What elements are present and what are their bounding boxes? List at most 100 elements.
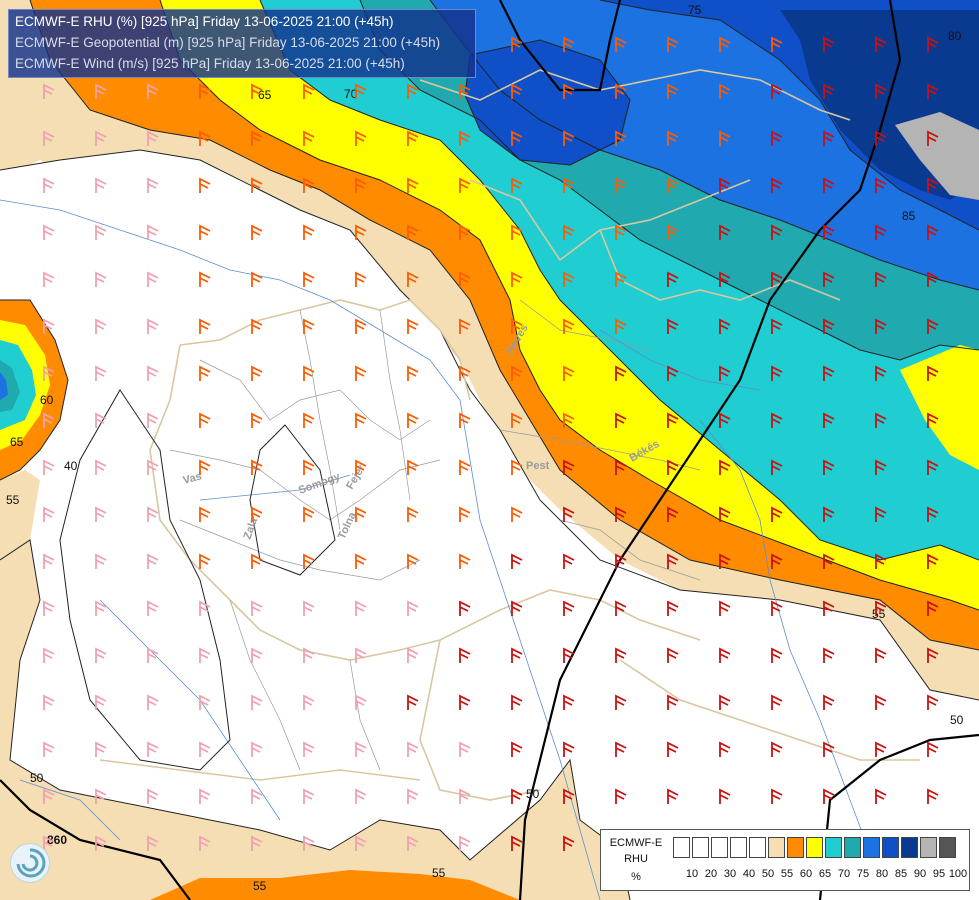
wind-barb <box>407 412 419 428</box>
wind-barb <box>927 788 939 804</box>
contour-label: 50 <box>950 713 964 727</box>
wind-barb <box>719 130 731 146</box>
wind-barb <box>875 365 887 381</box>
legend-tick: 65 <box>818 868 832 880</box>
wind-barb <box>771 600 783 616</box>
wind-barb <box>667 36 679 52</box>
color-legend: ECMWF-E RHU % 10 20 30 40 50 55 60 65 70 75 80 85 90… <box>600 829 970 891</box>
wind-barb <box>771 412 783 428</box>
wind-barb <box>563 694 575 710</box>
wind-barb <box>667 741 679 757</box>
wind-barb <box>719 271 731 287</box>
wind-barb <box>43 130 55 146</box>
wind-barb <box>407 271 419 287</box>
wind-barb <box>875 788 887 804</box>
legend-tick: 90 <box>913 868 927 880</box>
legend-tick: 50 <box>761 868 775 880</box>
wind-barb <box>667 459 679 475</box>
wind-barb <box>459 365 471 381</box>
wind-barb <box>615 506 627 522</box>
wind-barb <box>875 130 887 146</box>
wind-barb <box>407 459 419 475</box>
wind-barb <box>43 788 55 804</box>
wind-barb <box>95 365 107 381</box>
wind-barb <box>43 553 55 569</box>
legend-tick: 70 <box>837 868 851 880</box>
wind-barb <box>563 459 575 475</box>
wind-barb <box>823 271 835 287</box>
wind-barb <box>459 271 471 287</box>
wind-barb <box>251 647 263 663</box>
wind-barb <box>511 835 523 851</box>
wind-barb <box>355 412 367 428</box>
wind-barb <box>615 600 627 616</box>
wind-barb <box>563 506 575 522</box>
wind-barb <box>667 318 679 334</box>
wind-barb <box>303 412 315 428</box>
contour-label: 60 <box>40 393 54 407</box>
wind-barb <box>927 459 939 475</box>
legend-swatch <box>806 837 823 858</box>
wind-barb <box>147 177 159 193</box>
wind-barb <box>407 365 419 381</box>
legend-swatch <box>844 837 861 858</box>
wind-barb <box>771 506 783 522</box>
wind-barb <box>95 741 107 757</box>
wind-barb <box>407 177 419 193</box>
wind-barb <box>95 788 107 804</box>
wind-barb <box>563 412 575 428</box>
wind-barb <box>771 271 783 287</box>
wind-barb <box>927 412 939 428</box>
wind-barb <box>771 694 783 710</box>
wind-barb <box>43 412 55 428</box>
wind-barb <box>875 412 887 428</box>
contour-label: 55 <box>432 866 446 880</box>
wind-barb <box>615 224 627 240</box>
wind-barb <box>875 459 887 475</box>
wind-barb <box>147 365 159 381</box>
wind-barb <box>355 318 367 334</box>
wind-barb <box>251 600 263 616</box>
wind-barb <box>511 741 523 757</box>
wind-barb <box>251 271 263 287</box>
wind-barb <box>771 553 783 569</box>
wind-barb <box>823 459 835 475</box>
wind-barb <box>355 506 367 522</box>
wind-barb <box>615 318 627 334</box>
wind-barb <box>615 741 627 757</box>
wind-barb <box>667 271 679 287</box>
wind-barb <box>95 318 107 334</box>
wind-barb <box>615 412 627 428</box>
legend-swatch <box>882 837 899 858</box>
wind-barb <box>511 788 523 804</box>
wind-barb <box>615 177 627 193</box>
wind-barb <box>823 177 835 193</box>
wind-barb <box>147 741 159 757</box>
wind-barb <box>771 224 783 240</box>
wind-barb <box>355 600 367 616</box>
provider-logo-icon <box>10 843 50 883</box>
wind-barb <box>719 459 731 475</box>
wind-barbs <box>43 36 939 851</box>
wind-barb <box>563 835 575 851</box>
wind-barb <box>719 788 731 804</box>
wind-barb <box>927 741 939 757</box>
wind-barb <box>511 224 523 240</box>
legend-swatch <box>692 837 709 858</box>
rhu-contours-40 <box>59 389 336 771</box>
wind-barb <box>511 365 523 381</box>
wind-barb <box>407 741 419 757</box>
wind-barb <box>459 130 471 146</box>
wind-barb <box>199 506 211 522</box>
wind-barb <box>823 647 835 663</box>
wind-barb <box>615 553 627 569</box>
wind-barb <box>95 553 107 569</box>
wind-barb <box>251 553 263 569</box>
rhu-band-75-w <box>0 360 20 412</box>
wind-barb <box>199 600 211 616</box>
contour-label: 80 <box>948 29 962 43</box>
wind-barb <box>771 83 783 99</box>
contour-labels: 75 70 65 85 80 65 60 55 40 55 50 55 55 5… <box>6 3 964 893</box>
wind-barb <box>303 83 315 99</box>
